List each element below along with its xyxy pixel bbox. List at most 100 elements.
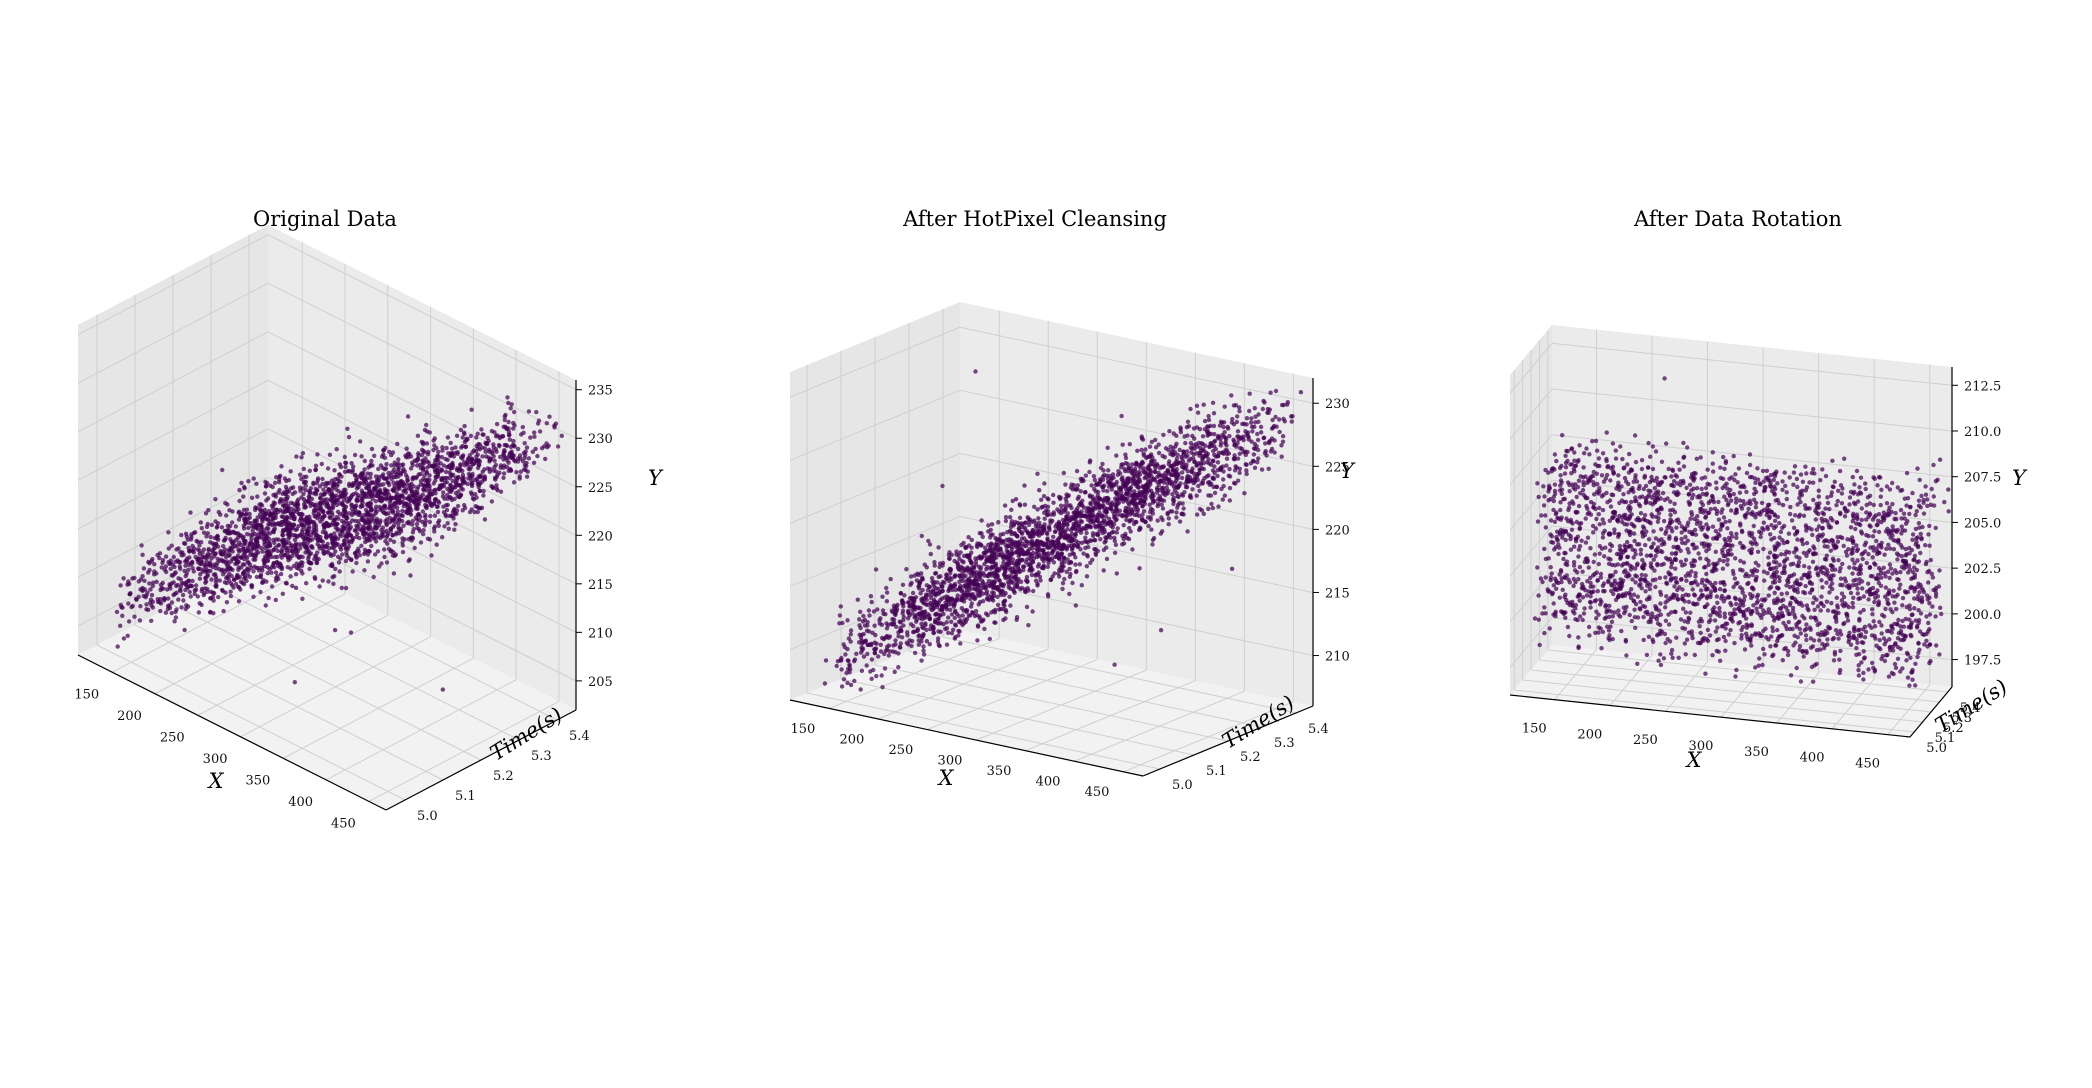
scatter-point [1235, 456, 1241, 461]
scatter-point [169, 600, 175, 605]
scatter-point [862, 617, 868, 623]
scatter-point [1159, 515, 1164, 520]
scatter-point [406, 519, 411, 525]
scatter-point [249, 495, 255, 500]
scatter-point [482, 517, 488, 522]
scatter-point [423, 518, 428, 523]
scatter-point [1105, 488, 1110, 494]
scatter-point [332, 574, 337, 579]
scatter-point [532, 430, 537, 435]
scatter-point [985, 613, 990, 618]
scatter-point [1130, 498, 1136, 503]
scatter-point [1261, 435, 1267, 440]
scatter-point [1126, 536, 1132, 542]
scatter-point [260, 580, 265, 585]
scatter-point [1094, 501, 1099, 506]
scatter-point [479, 427, 484, 432]
scatter-point [1059, 507, 1064, 512]
scatter-point [211, 611, 216, 616]
scatter-point [450, 478, 455, 484]
scatter-point [462, 480, 467, 485]
scatter-point [1066, 560, 1072, 566]
scatter-point [343, 585, 349, 591]
scatter-point [893, 638, 898, 643]
scatter-point [394, 505, 400, 510]
scatter-point [843, 652, 848, 657]
subplot-1: 1502002503003504004505.05.15.25.35.42052… [74, 207, 664, 832]
scatter-point [300, 530, 305, 535]
scatter-point [944, 626, 950, 631]
scatter-point [1271, 423, 1277, 429]
scatter-point [288, 566, 293, 571]
gridline-y [77, 234, 269, 336]
scatter-point [1113, 482, 1119, 487]
scatter-point [381, 448, 386, 453]
scatter-point [1073, 538, 1079, 544]
scatter-point [484, 441, 489, 447]
scatter-point [991, 608, 996, 614]
scatter-point [944, 576, 949, 582]
scatter-point [1070, 580, 1075, 586]
scatter-point [427, 537, 433, 542]
y-tick-label: 220 [588, 529, 613, 544]
scatter-point [1047, 527, 1052, 533]
scatter-point [343, 460, 349, 466]
scatter-point [163, 554, 169, 559]
scatter-point [1166, 516, 1172, 521]
scatter-point [511, 438, 516, 444]
scatter-point [304, 546, 310, 552]
scatter-point [357, 535, 362, 541]
y-tick-label: 230 [588, 432, 613, 447]
scatter-point [981, 571, 986, 576]
scatter-point [337, 472, 342, 477]
scatter-point [228, 537, 233, 542]
scatter-point [259, 503, 265, 508]
scatter-point [293, 533, 298, 538]
scatter-point [274, 507, 280, 512]
scatter-point [932, 620, 938, 625]
scatter-point [531, 460, 537, 465]
scatter-point [1008, 603, 1013, 608]
scatter-point [303, 488, 309, 493]
scatter-point [365, 510, 370, 515]
scatter-point [1127, 525, 1132, 531]
scatter-point [1104, 556, 1110, 562]
scatter-point [1046, 560, 1051, 566]
scatter-point [362, 568, 367, 573]
scatter-point [388, 537, 393, 543]
scatter-point [171, 580, 176, 585]
scatter-point [277, 487, 282, 493]
scatter-point [1149, 527, 1154, 532]
scatter-point [221, 544, 226, 549]
scatter-point [276, 542, 282, 548]
scatter-point [489, 428, 495, 434]
scatter-point [879, 673, 884, 678]
scatter-point [533, 446, 538, 452]
scatter-point [963, 585, 969, 590]
x-tick-label: 450 [331, 817, 356, 832]
scatter-point [1101, 483, 1107, 488]
scatter-point [977, 531, 982, 536]
scatter-point [390, 524, 396, 530]
scatter-point [207, 562, 212, 567]
scatter-point [437, 486, 443, 491]
scatter-point [355, 495, 360, 500]
scatter-point [910, 590, 916, 596]
scatter-point [1161, 475, 1167, 480]
scatter-point [421, 466, 426, 471]
scatter-point [532, 434, 537, 439]
scatter-point [1247, 408, 1252, 414]
scatter-point [363, 521, 368, 526]
scatter-point [395, 480, 400, 485]
scatter-point [376, 534, 381, 539]
scatter-point [121, 636, 127, 641]
scatter-point [362, 467, 367, 472]
scatter-point [215, 560, 220, 566]
scatter-point [276, 576, 281, 582]
scatter-point [1121, 523, 1126, 528]
scatter-point [155, 552, 160, 558]
scatter-point [271, 500, 276, 505]
scatter-point [1227, 474, 1233, 479]
scatter-point [136, 594, 141, 600]
scatter-point [1014, 533, 1019, 538]
